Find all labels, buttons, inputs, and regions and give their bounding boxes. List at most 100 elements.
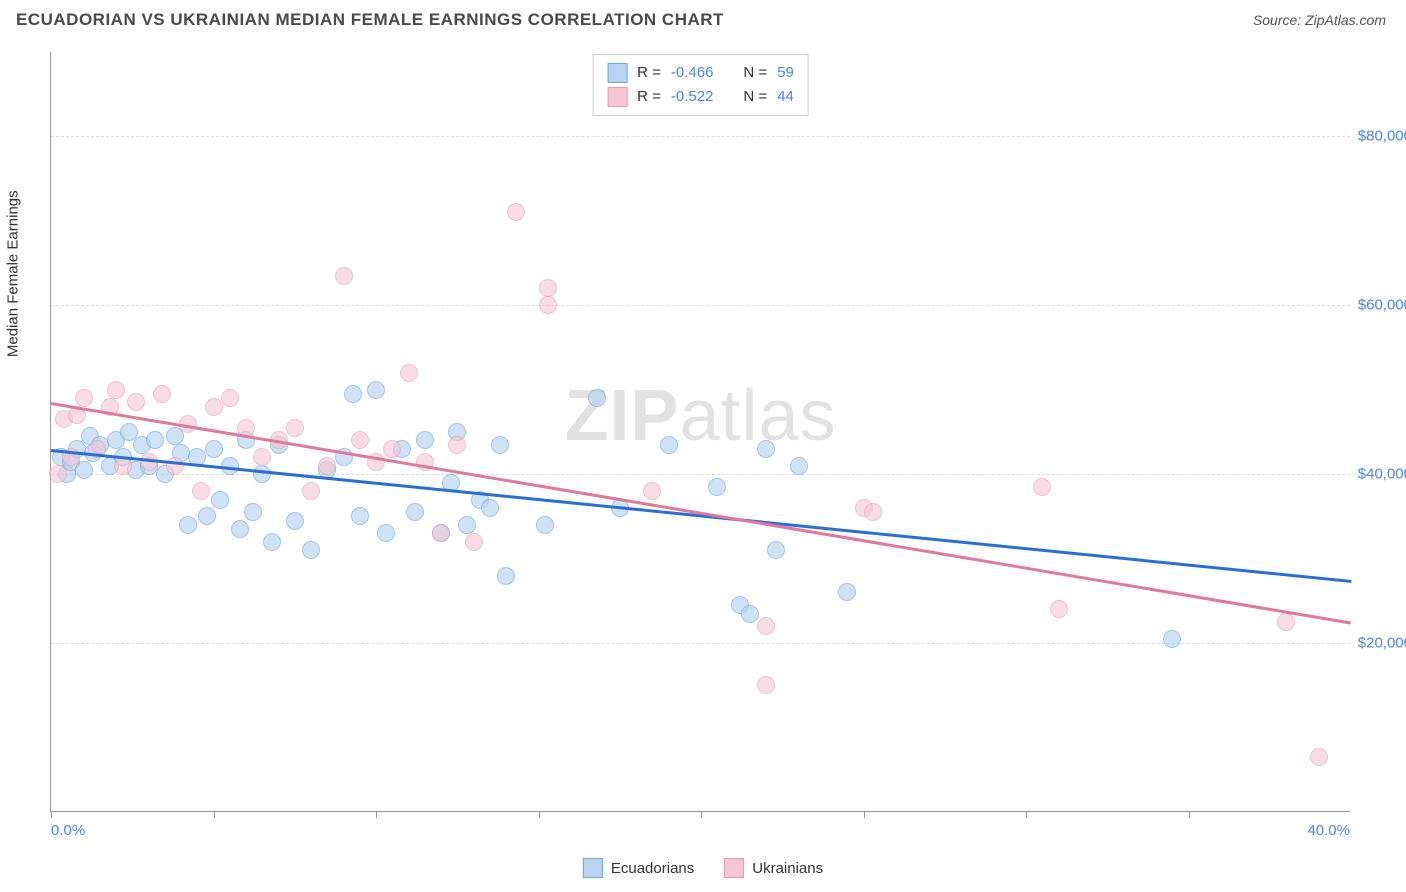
data-point <box>377 524 395 542</box>
data-point <box>49 465 67 483</box>
data-point <box>864 503 882 521</box>
swatch-ecuadorians <box>607 63 627 83</box>
data-point <box>253 465 271 483</box>
legend-label-ukrainians: Ukrainians <box>752 860 823 877</box>
data-point <box>507 203 525 221</box>
gridline <box>51 474 1350 475</box>
data-point <box>491 436 509 454</box>
x-tick <box>1026 811 1027 818</box>
data-point <box>1310 748 1328 766</box>
data-point <box>838 583 856 601</box>
correlation-stats-box: R = -0.466 N = 59 R = -0.522 N = 44 <box>592 54 809 116</box>
data-point <box>741 605 759 623</box>
data-point <box>367 381 385 399</box>
data-point <box>539 296 557 314</box>
data-point <box>432 524 450 542</box>
data-point <box>400 364 418 382</box>
data-point <box>263 533 281 551</box>
source-value: ZipAtlas.com <box>1305 12 1386 28</box>
r-label: R = <box>637 85 661 109</box>
stats-row-ecuadorians: R = -0.466 N = 59 <box>607 61 794 85</box>
data-point <box>205 440 223 458</box>
x-axis-max-label: 40.0% <box>1307 822 1350 839</box>
data-point <box>536 516 554 534</box>
swatch-ukrainians <box>607 87 627 107</box>
y-tick-label: $80,000 <box>1358 128 1406 145</box>
source-attribution: Source: ZipAtlas.com <box>1253 12 1386 28</box>
data-point <box>643 482 661 500</box>
data-point <box>127 393 145 411</box>
x-axis-min-label: 0.0% <box>51 822 85 839</box>
gridline <box>51 643 1350 644</box>
gridline <box>51 305 1350 306</box>
data-point <box>757 676 775 694</box>
data-point <box>1033 478 1051 496</box>
x-tick <box>539 811 540 818</box>
stats-row-ukrainians: R = -0.522 N = 44 <box>607 85 794 109</box>
swatch-ukrainians-icon <box>724 858 744 878</box>
x-tick <box>864 811 865 818</box>
x-tick <box>376 811 377 818</box>
data-point <box>205 398 223 416</box>
data-point <box>481 499 499 517</box>
y-tick-label: $20,000 <box>1358 635 1406 652</box>
data-point <box>497 567 515 585</box>
data-point <box>767 541 785 559</box>
data-point <box>192 482 210 500</box>
data-point <box>448 436 466 454</box>
x-tick <box>701 811 702 818</box>
data-point <box>179 516 197 534</box>
chart-title: ECUADORIAN VS UKRAINIAN MEDIAN FEMALE EA… <box>16 10 1390 30</box>
r-value-ukrainians: -0.522 <box>671 85 714 109</box>
data-point <box>757 617 775 635</box>
n-value-ukrainians: 44 <box>777 85 794 109</box>
n-label: N = <box>743 61 767 85</box>
legend-label-ecuadorians: Ecuadorians <box>611 860 694 877</box>
data-point <box>588 389 606 407</box>
legend-item-ukrainians: Ukrainians <box>724 858 823 878</box>
source-label: Source: <box>1253 12 1301 28</box>
n-value-ecuadorians: 59 <box>777 61 794 85</box>
y-tick-label: $40,000 <box>1358 466 1406 483</box>
data-point <box>153 385 171 403</box>
data-point <box>708 478 726 496</box>
y-axis-title: Median Female Earnings <box>5 190 22 357</box>
x-tick <box>214 811 215 818</box>
x-tick <box>1189 811 1190 818</box>
data-point <box>166 457 184 475</box>
chart-plot-area: ZIPatlas $20,000$40,000$60,000$80,000 Me… <box>50 52 1350 812</box>
data-point <box>211 491 229 509</box>
data-point <box>286 512 304 530</box>
series-legend: Ecuadorians Ukrainians <box>583 858 823 878</box>
data-point <box>114 457 132 475</box>
data-point <box>75 389 93 407</box>
data-point <box>383 440 401 458</box>
data-point <box>1050 600 1068 618</box>
data-point <box>302 482 320 500</box>
n-label: N = <box>743 85 767 109</box>
data-point <box>757 440 775 458</box>
data-point <box>318 457 336 475</box>
swatch-ecuadorians-icon <box>583 858 603 878</box>
watermark: ZIPatlas <box>564 375 836 457</box>
data-point <box>253 448 271 466</box>
data-point <box>416 431 434 449</box>
data-point <box>107 381 125 399</box>
data-point <box>1163 630 1181 648</box>
data-point <box>146 431 164 449</box>
data-point <box>660 436 678 454</box>
data-point <box>231 520 249 538</box>
data-point <box>221 389 239 407</box>
legend-item-ecuadorians: Ecuadorians <box>583 858 694 878</box>
data-point <box>335 267 353 285</box>
data-point <box>302 541 320 559</box>
data-point <box>344 385 362 403</box>
data-point <box>351 507 369 525</box>
data-point <box>244 503 262 521</box>
r-value-ecuadorians: -0.466 <box>671 61 714 85</box>
data-point <box>1277 613 1295 631</box>
data-point <box>286 419 304 437</box>
gridline <box>51 136 1350 137</box>
data-point <box>458 516 476 534</box>
data-point <box>406 503 424 521</box>
